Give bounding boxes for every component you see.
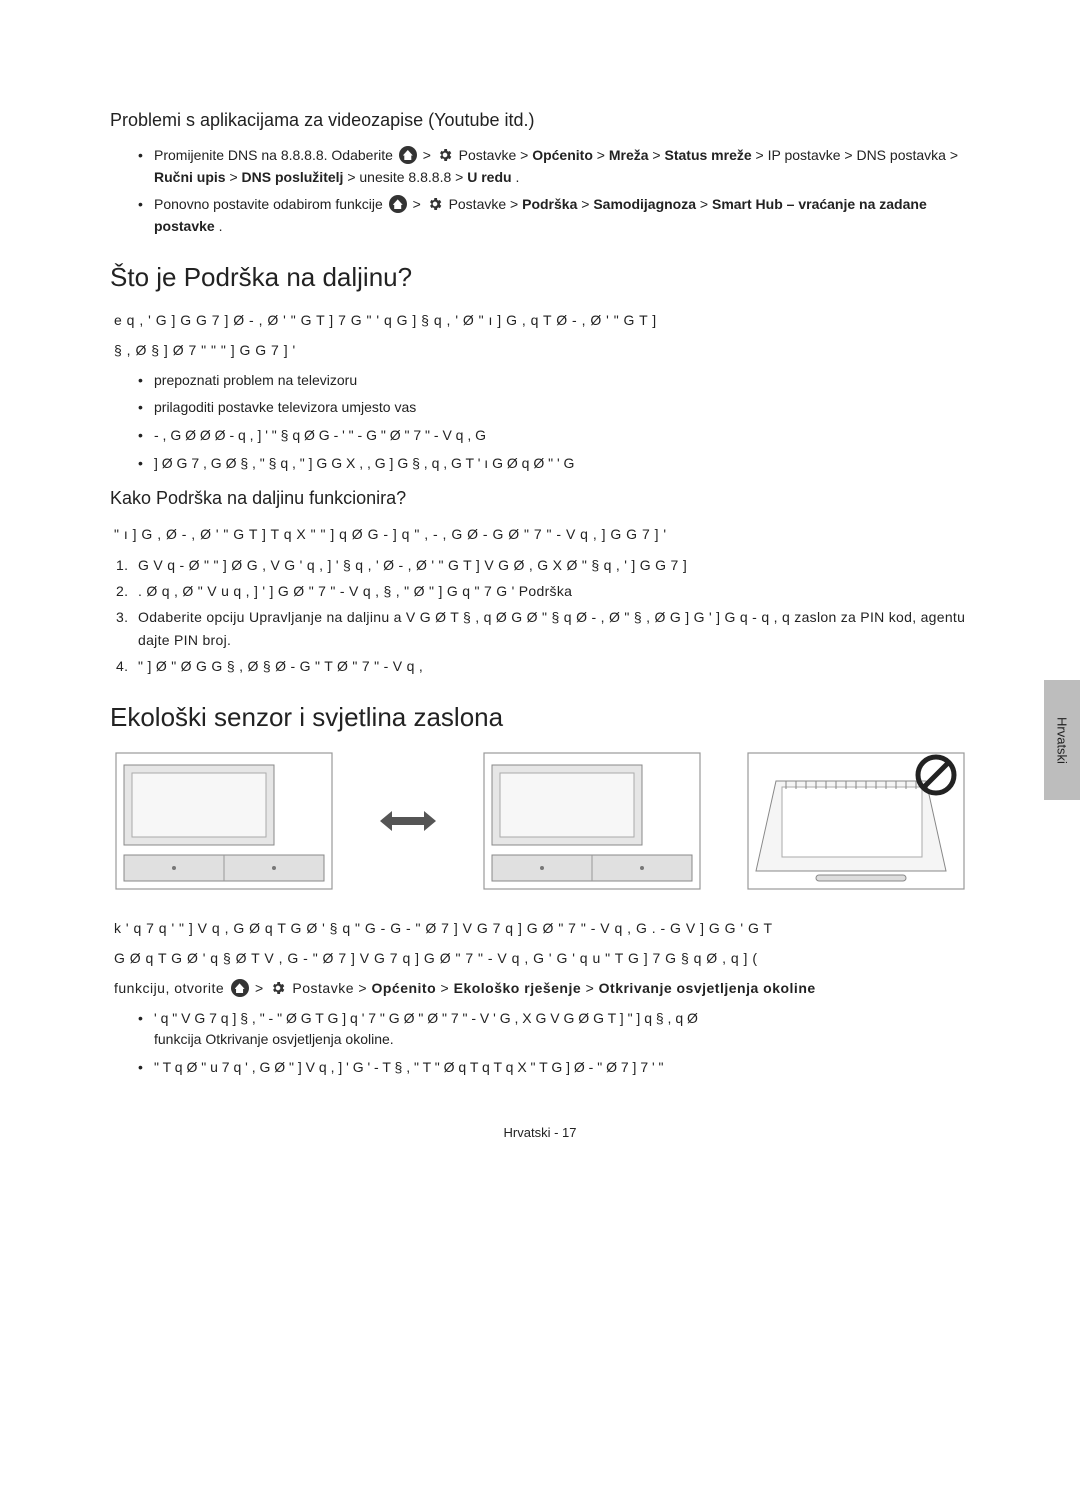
bold: Samodijagnoza (593, 196, 696, 212)
text: > (597, 147, 609, 163)
text: G V q - Ø " " ] Ø G , V G ' q , ] ' § q … (138, 557, 687, 573)
step-item: 1.G V q - Ø " " ] Ø G , V G ' q , ] ' § … (116, 554, 970, 576)
text: Postavke > (292, 980, 371, 996)
home-icon (231, 979, 249, 997)
text: > (652, 147, 664, 163)
bold: Ručni upis (154, 169, 226, 185)
gear-icon (427, 196, 443, 212)
text: Odaberite opciju Upravljanje na daljinu … (138, 609, 965, 647)
bold: Status mreže (665, 147, 752, 163)
bold: U redu (467, 169, 511, 185)
section1-heading: Problemi s aplikacijama za videozapise (… (110, 110, 970, 131)
text: > (586, 980, 599, 996)
text: ' q " V G 7 q ] § , " - " Ø G T G ] q ' … (154, 1010, 698, 1026)
text: . (515, 169, 519, 185)
text: > IP postavke > DNS postavka > (756, 147, 958, 163)
bold: Otkrivanje osvjetljenja okoline (599, 980, 816, 996)
para: " ı ] G , Ø - , Ø ' " G T ] T q X " " ] … (110, 523, 970, 545)
chevron: > (423, 147, 435, 163)
text: " T q Ø " u 7 q ' , G Ø " ] V q , ] ' G … (154, 1059, 664, 1075)
lead-text: § , Ø § ] Ø 7 " " " ] G G 7 ] ' (110, 339, 970, 361)
chevron: > (413, 196, 425, 212)
text: . Ø q , Ø " V u q , ] ' ] G Ø " 7 " - V … (138, 583, 572, 599)
text: Ponovno postavite odabirom funkcije (154, 196, 387, 212)
language-tab: Hrvatski (1044, 680, 1080, 800)
section2-bullets: prepoznati problem na televizoru prilago… (110, 370, 970, 475)
text: Postavke > (449, 196, 523, 212)
illustration-row (110, 751, 970, 891)
text: funkciju, otvorite (114, 980, 229, 996)
double-arrow-icon (378, 806, 438, 836)
section3-bullets: ' q " V G 7 q ] § , " - " Ø G T G ] q ' … (110, 1008, 970, 1079)
bold: DNS poslužitelj (242, 169, 344, 185)
para: k ' q 7 q ' " ] V q , G Ø q T G Ø ' § q … (110, 917, 970, 939)
illustration-panel-1 (114, 751, 334, 891)
gear-icon (270, 980, 286, 996)
page: Problemi s aplikacijama za videozapise (… (0, 0, 1080, 1200)
bullet-item: - , G Ø Ø Ø - q , ] ' " § q Ø G - ' " - … (138, 425, 970, 447)
page-footer: Hrvatski - 17 (110, 1125, 970, 1140)
bold: Mreža (609, 147, 649, 163)
bold: Podrška (522, 196, 577, 212)
step-item: 4." ] Ø " Ø G G § , Ø § Ø - G " T Ø " 7 … (116, 655, 970, 677)
bullet-item: ' q " V G 7 q ] § , " - " Ø G T G ] q ' … (138, 1008, 970, 1051)
text: Promijenite DNS na 8.8.8.8. Odaberite (154, 147, 397, 163)
language-label: Hrvatski (1055, 717, 1070, 764)
text: > unesite 8.8.8.8 > (347, 169, 467, 185)
text: " ] Ø " Ø G G § , Ø § Ø - G " T Ø " 7 " … (138, 658, 423, 674)
steps-list: 1.G V q - Ø " " ] Ø G , V G ' q , ] ' § … (110, 554, 970, 678)
lead-text: e q , ' G ] G G 7 ] Ø - , Ø ' " G T ] 7 … (110, 309, 970, 331)
section1-bullets: Promijenite DNS na 8.8.8.8. Odaberite > … (110, 145, 970, 238)
bold: Općenito (371, 980, 436, 996)
text: > (700, 196, 712, 212)
step-item: 2.. Ø q , Ø " V u q , ] ' ] G Ø " 7 " - … (116, 580, 970, 602)
bullet-item: ] Ø G 7 , G Ø § , " § q , " ] G G X , , … (138, 453, 970, 475)
para: G Ø q T G Ø ' q § Ø T V , G - " Ø 7 ] V … (110, 947, 970, 969)
section2-subheading: Kako Podrška na daljinu funkcionira? (110, 488, 970, 509)
bold: Općenito (532, 147, 593, 163)
home-icon (389, 195, 407, 213)
home-icon (399, 146, 417, 164)
text: > (229, 169, 241, 185)
step-item: 3.Odaberite opciju Upravljanje na daljin… (116, 606, 970, 651)
bullet-item: prilagoditi postavke televizora umjesto … (138, 397, 970, 419)
bullet-item: Promijenite DNS na 8.8.8.8. Odaberite > … (138, 145, 970, 188)
text: Postavke > (459, 147, 533, 163)
text: funkcija Otkrivanje osvjetljenja okoline… (154, 1031, 394, 1047)
settings-path: funkciju, otvorite > Postavke > Općenito… (110, 977, 970, 999)
text: . (219, 218, 223, 234)
gear-icon (437, 147, 453, 163)
illustration-panel-3 (746, 751, 966, 891)
chevron: > (255, 980, 268, 996)
section2-heading: Što je Podrška na daljinu? (110, 262, 970, 293)
bullet-item: Ponovno postavite odabirom funkcije > Po… (138, 194, 970, 237)
text: > (441, 980, 454, 996)
section3-heading: Ekološki senzor i svjetlina zaslona (110, 702, 970, 733)
illustration-panel-2 (482, 751, 702, 891)
bold: Ekološko rješenje (454, 980, 582, 996)
bullet-item: " T q Ø " u 7 q ' , G Ø " ] V q , ] ' G … (138, 1057, 970, 1079)
text: > (581, 196, 593, 212)
bullet-item: prepoznati problem na televizoru (138, 370, 970, 392)
